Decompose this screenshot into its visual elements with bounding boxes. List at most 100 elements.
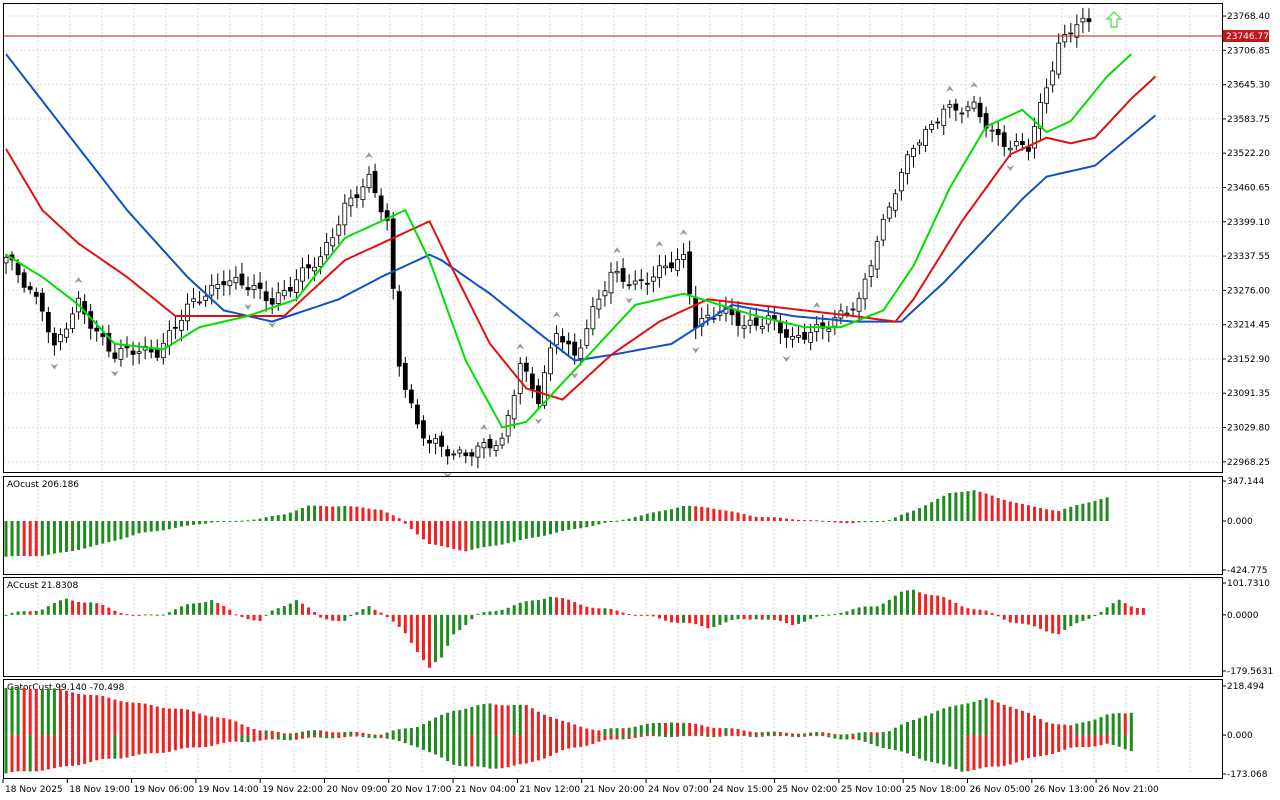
candle	[935, 117, 941, 129]
gator-bar	[1020, 735, 1024, 761]
ac-bar	[361, 608, 365, 615]
ac-bar	[512, 605, 516, 615]
ao-bar	[113, 521, 117, 541]
gator-bar	[325, 731, 329, 736]
gator-bar	[246, 727, 250, 736]
ac-bar	[210, 600, 214, 615]
price-grid	[4, 4, 1222, 472]
ac-bar	[470, 614, 474, 620]
price-tick-label: 23276.00	[1227, 286, 1270, 296]
candle-body	[318, 256, 324, 267]
candle	[408, 383, 414, 409]
ao-bar	[494, 521, 498, 546]
ac-bar	[488, 611, 492, 615]
ao-bar	[609, 521, 613, 523]
candle-body	[469, 452, 475, 457]
gator-bar	[385, 735, 389, 739]
fractal-up-icon	[479, 424, 488, 431]
gator-bar	[670, 735, 673, 738]
price-tick-label: 23460.65	[1227, 183, 1270, 193]
ac-panel[interactable]: ACcust 21.8308 101.7310 0.0000 -179.5631	[3, 577, 1274, 678]
gator-bar	[948, 735, 952, 767]
gator-bar	[639, 725, 643, 736]
candle	[1080, 7, 1086, 34]
gator-bar	[125, 702, 129, 736]
ac-bar	[40, 609, 44, 615]
ac-bar	[803, 614, 807, 622]
price-tick-label: 23152.90	[1227, 355, 1270, 365]
candle	[52, 327, 57, 356]
gator-bar	[530, 708, 534, 736]
ao-axis: 347.144 0.000 -424.775	[1222, 477, 1267, 576]
ac-bar	[670, 614, 673, 623]
ac-bar	[809, 614, 813, 620]
candle	[384, 203, 390, 231]
gator-bar	[22, 735, 26, 772]
ao-panel[interactable]: AOcust 206.186 347.144 0.000 -424.775	[3, 476, 1268, 577]
candle-body	[154, 348, 160, 358]
ac-bar	[1014, 614, 1018, 624]
candle-body	[306, 264, 311, 269]
gator-bar	[760, 732, 764, 736]
gator-bar	[482, 703, 486, 736]
gator-bar	[470, 706, 474, 736]
price-tick-label: 23399.10	[1227, 218, 1270, 228]
candle-body	[542, 372, 547, 406]
candle	[632, 270, 638, 291]
gator-bar	[428, 720, 431, 736]
gator-bar	[573, 724, 577, 736]
gator-bar	[373, 735, 377, 739]
candle-body	[112, 352, 118, 359]
ao-bar	[809, 520, 813, 522]
ao-bar	[905, 512, 909, 522]
gator-bar	[978, 735, 982, 769]
ac-bar	[58, 600, 62, 615]
ac-bar	[1033, 614, 1036, 627]
gator-bar	[1093, 735, 1097, 747]
ao-bar	[179, 521, 183, 527]
gator-bar	[815, 732, 819, 736]
gator-bar	[488, 735, 492, 769]
fractal-up-icon	[679, 229, 688, 236]
gator-bar	[391, 730, 395, 736]
ao-bar	[712, 508, 716, 522]
gator-bar	[240, 724, 244, 736]
gator-bar	[494, 735, 498, 769]
gator-bar	[688, 723, 692, 736]
gator-bar	[476, 735, 480, 767]
ac-bar	[778, 614, 782, 622]
ac-bar	[912, 589, 915, 615]
gator-bar	[845, 735, 849, 740]
ac-bar	[34, 610, 38, 615]
gator-bar	[609, 735, 613, 740]
gator-panel[interactable]: GatorCust 99.140 -70.498 218.494 0.000 -17…	[3, 679, 1268, 781]
gator-bar	[724, 735, 728, 737]
candle-body	[523, 362, 529, 372]
candle-body	[620, 268, 626, 282]
candle	[239, 262, 245, 289]
ac-bar	[573, 602, 577, 615]
gator-bar	[833, 735, 837, 739]
gator-bar	[542, 735, 546, 759]
gator-bar	[252, 735, 256, 742]
ao-bar	[409, 521, 413, 530]
ao-bar	[742, 514, 746, 522]
gator-bar	[288, 733, 292, 736]
candle	[1013, 133, 1019, 150]
ac-bar	[1099, 611, 1103, 615]
ao-bar	[482, 521, 486, 548]
price-panel[interactable]: 23768.40 23706.85 23645.30 23583.75 23522.20…	[3, 3, 1271, 479]
candle-body	[172, 326, 178, 329]
candle	[1032, 117, 1037, 159]
candle	[293, 269, 299, 302]
candlestick-series[interactable]	[3, 7, 1092, 469]
gator-bar	[71, 692, 75, 736]
gator-bar	[1105, 714, 1109, 736]
candle-body	[15, 262, 21, 276]
price-tick-label: 23214.45	[1227, 321, 1270, 331]
candle-body	[281, 290, 287, 297]
ao-bar	[488, 521, 492, 547]
ao-bar	[300, 507, 304, 522]
ac-bar	[28, 611, 32, 615]
